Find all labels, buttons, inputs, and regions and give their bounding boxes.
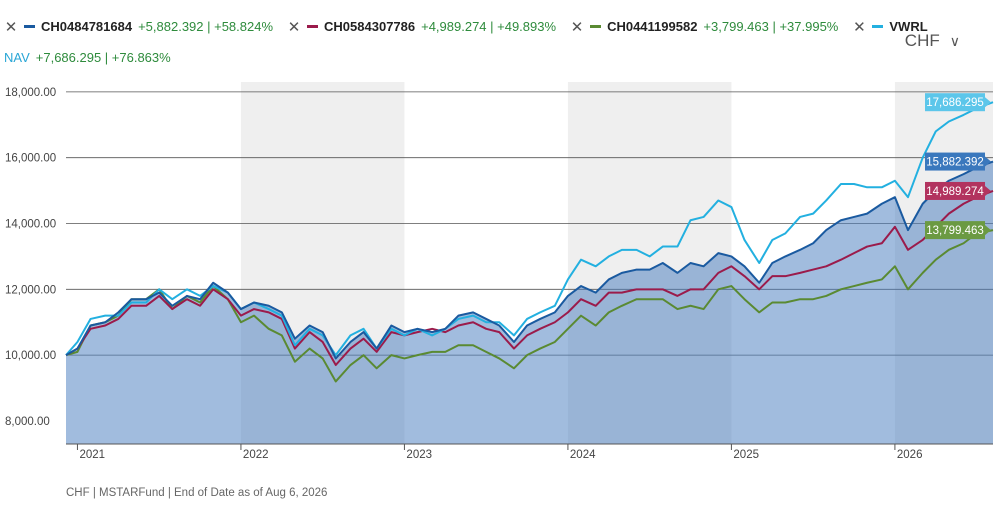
y-tick-label: 8,000.00 — [5, 416, 50, 428]
series-lines — [65, 101, 994, 383]
x-tick-label: 2021 — [79, 449, 105, 461]
x-tick-label: 2022 — [243, 449, 269, 461]
x-tick-label: 2024 — [570, 449, 596, 461]
nav-label: NAV — [4, 50, 30, 65]
series-swatch — [872, 25, 884, 28]
remove-series-icon[interactable]: ✕ — [853, 18, 866, 36]
series-line-ch0441199582 — [65, 229, 994, 383]
chevron-down-icon: ∨ — [949, 32, 960, 49]
series-swatch — [307, 25, 319, 28]
series-line-vwrl — [65, 101, 994, 357]
series-ticker: CH0584307786 — [324, 19, 416, 34]
x-tick-label: 2025 — [733, 449, 759, 461]
x-tick-label: 2023 — [406, 449, 432, 461]
end-label-box — [925, 152, 985, 171]
legend-item-vwrl: ✕ VWRL — [852, 18, 933, 36]
legend-item-ch0484781684: ✕ CH0484781684 +5,882.392 | +58.824% — [4, 18, 274, 36]
series-swatch — [590, 25, 602, 28]
y-tick-label: 12,000.00 — [5, 284, 56, 296]
x-tick-label: 2026 — [897, 449, 923, 461]
area-fill-ch0484781684 — [66, 161, 993, 444]
currency-value: CHF — [904, 31, 940, 50]
remove-series-icon[interactable]: ✕ — [570, 18, 584, 36]
end-label-ch0484781684: 15,882.392 — [925, 152, 991, 171]
y-tick-label: 18,000.00 — [5, 87, 56, 99]
end-label-pointer — [985, 185, 991, 196]
axes: 8,000.00 10,000.00 12,000.00 14,000.00 16,00… — [5, 87, 993, 461]
series-change: +4,989.274 | +49.893% — [421, 19, 557, 34]
end-label-text: 15,882.392 — [926, 157, 984, 169]
footer-note: CHF | MSTARFund | End of Date as of Aug … — [66, 487, 328, 499]
y-tick-label: 10,000.00 — [5, 350, 56, 362]
nav-change: +7,686.295 | +76.863% — [35, 50, 171, 65]
legend: ✕ CH0484781684 +5,882.392 | +58.824% ✕ C… — [4, 18, 948, 36]
end-label-pointer — [985, 225, 991, 236]
end-label-ch0584307786: 14,989.274 — [925, 181, 991, 200]
end-label-vwrl: 17,686.295 — [925, 93, 991, 112]
series-ticker: CH0484781684 — [41, 19, 133, 34]
end-label-pointer — [985, 97, 991, 108]
y-tick-label: 16,000.00 — [5, 153, 56, 165]
end-label-box — [925, 93, 985, 112]
series-swatch — [24, 25, 35, 28]
end-label-text: 13,799.463 — [926, 225, 984, 237]
series-ticker: CH0441199582 — [607, 19, 698, 34]
end-label-text: 14,989.274 — [926, 186, 984, 198]
end-label-box — [925, 221, 985, 240]
end-label-ch0441199582: 13,799.463 — [925, 221, 991, 240]
series-change: +5,882.392 | +58.824% — [138, 19, 274, 34]
end-label-box — [925, 181, 985, 200]
area-fill — [66, 161, 993, 444]
remove-series-icon[interactable]: ✕ — [4, 18, 18, 36]
currency-dropdown[interactable]: CHF ∨ — [905, 31, 960, 51]
remove-series-icon[interactable]: ✕ — [287, 18, 301, 36]
legend-item-ch0584307786: ✕ CH0584307786 +4,989.274 | +49.893% — [287, 18, 557, 36]
legend-item-ch0441199582: ✕ CH0441199582 +3,799.463 | +37.995% — [570, 18, 839, 36]
series-change: +3,799.463 | +37.995% — [703, 19, 839, 34]
y-tick-label: 14,000.00 — [5, 219, 56, 231]
end-label-pointer — [985, 156, 991, 167]
series-line-ch0484781684 — [65, 160, 994, 360]
nav-row: NAV +7,686.295 | +76.863% — [4, 50, 171, 65]
end-labels: 17,686.295 15,882.392 14,989.274 13,799.463 — [925, 93, 991, 240]
series-line-ch0584307786 — [65, 190, 994, 367]
series-ticker: VWRL — [889, 19, 928, 34]
end-label-text: 17,686.295 — [926, 97, 984, 109]
